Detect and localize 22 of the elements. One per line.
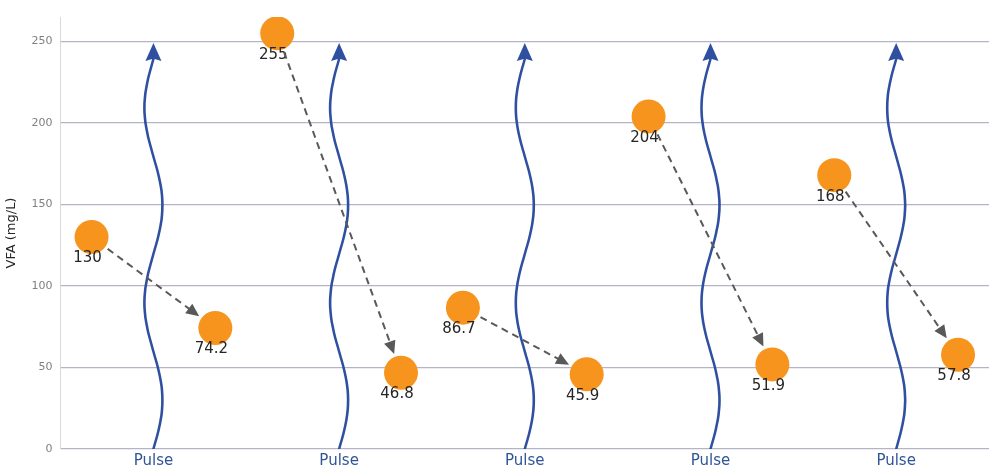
x-tick-label: Pulse: [505, 450, 545, 469]
data-label: 255: [258, 44, 288, 63]
y-tick-label: 250: [31, 34, 53, 48]
y-axis-title: VFA (mg/L): [3, 197, 19, 269]
data-label: 45.9: [565, 385, 600, 404]
data-label: 86.7: [442, 319, 476, 338]
y-tick-label: 50: [38, 360, 53, 374]
y-tick-label: 0: [45, 441, 53, 455]
y-tick-label: 150: [31, 197, 53, 211]
x-tick-label: Pulse: [133, 450, 174, 469]
data-label: 57.8: [937, 366, 971, 385]
data-label: 130: [73, 248, 102, 267]
x-tick-label: Pulse: [876, 450, 916, 469]
data-label: 46.8: [380, 384, 414, 403]
x-tick-label: Pulse: [690, 450, 731, 469]
y-tick-label: 100: [31, 278, 53, 292]
data-label: 74.2: [194, 339, 229, 358]
data-label: 51.9: [751, 375, 786, 394]
data-label: 204: [630, 127, 659, 146]
y-tick-label: 200: [31, 115, 53, 129]
x-tick-label: Pulse: [319, 450, 359, 469]
data-label: 168: [815, 186, 845, 205]
